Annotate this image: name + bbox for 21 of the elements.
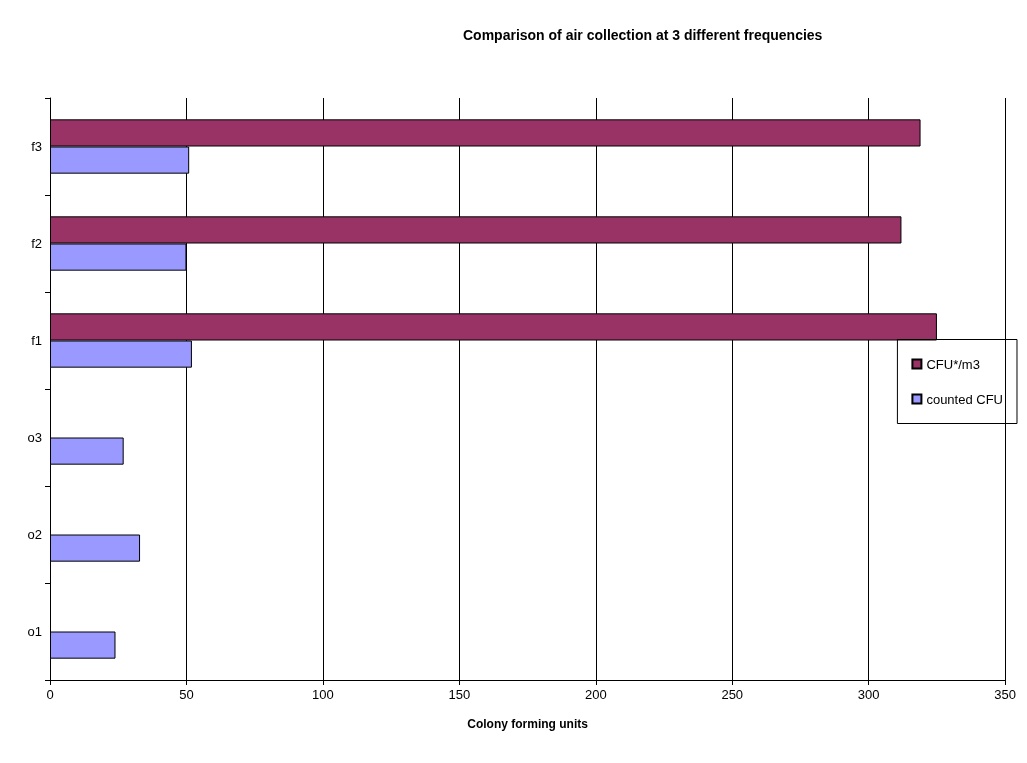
y-tick-label: f2 — [31, 236, 42, 251]
x-tick-label: 300 — [857, 687, 880, 702]
legend-label: CFU*/m3 — [926, 356, 980, 372]
x-tick-label: 250 — [721, 687, 744, 702]
y-tick-label: o3 — [27, 430, 42, 445]
bar — [50, 437, 124, 465]
y-tick-label: o2 — [27, 527, 42, 542]
y-tick-label: o1 — [27, 624, 42, 639]
bar — [50, 631, 116, 659]
x-tick-label: 100 — [312, 687, 334, 702]
x-tick-label: 150 — [448, 687, 471, 702]
y-tick-label: f3 — [31, 139, 42, 154]
chart-title: Comparison of air collection at 3 different frequencies — [463, 27, 823, 43]
y-tick-label: f1 — [31, 333, 42, 348]
bar — [50, 534, 141, 562]
legend-label: counted CFU — [926, 391, 1003, 407]
x-tick-label: 200 — [584, 687, 607, 702]
x-tick-label: 50 — [179, 687, 194, 702]
x-tick-label: 350 — [994, 687, 1017, 702]
x-axis-title: Colony forming units — [467, 717, 589, 731]
x-tick-label: 0 — [46, 687, 54, 702]
